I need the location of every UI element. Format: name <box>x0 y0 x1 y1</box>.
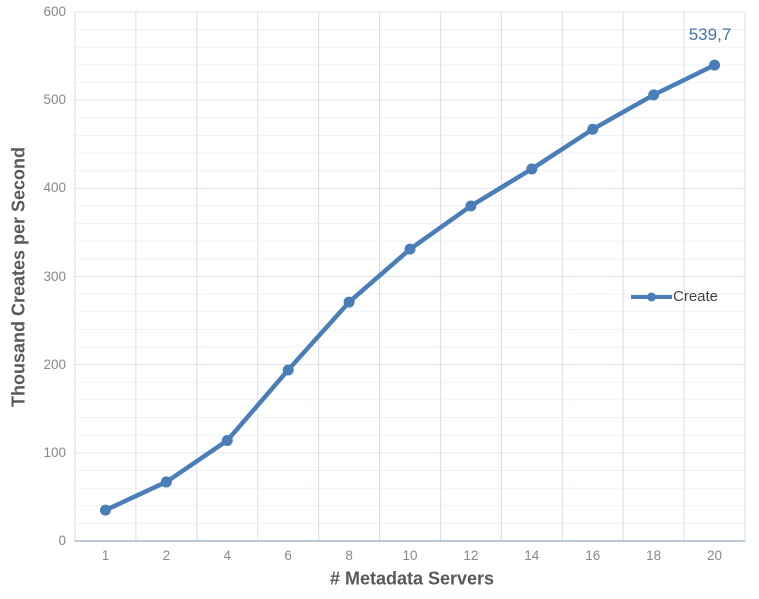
series-marker <box>526 163 538 175</box>
y-tick-label: 0 <box>58 533 66 548</box>
series-marker <box>709 59 721 71</box>
y-tick-label: 500 <box>43 92 66 108</box>
series-marker <box>648 89 660 101</box>
x-axis-title: # Metadata Servers <box>329 568 495 589</box>
series-marker <box>465 200 477 212</box>
legend: Create <box>631 288 718 305</box>
x-tick-label: 6 <box>284 548 292 563</box>
x-tick-label: 12 <box>463 548 479 563</box>
y-tick-label: 300 <box>43 268 66 284</box>
x-tick-label: 10 <box>402 548 418 563</box>
y-tick-label: 600 <box>43 4 66 19</box>
data-label-last-point: 539,7 <box>688 25 732 44</box>
series-marker <box>282 364 294 376</box>
x-tick-label: 1 <box>101 548 110 563</box>
x-tick-label: 20 <box>707 548 723 563</box>
series-marker <box>99 504 111 516</box>
series-marker <box>343 296 355 308</box>
series-marker <box>404 243 416 255</box>
x-tick-label: 4 <box>223 548 232 563</box>
y-tick-label: 100 <box>43 444 66 460</box>
x-tick-label: 8 <box>345 548 353 563</box>
legend-series-label: Create <box>673 288 719 305</box>
x-tick-label: 14 <box>524 548 540 563</box>
y-tick-label: 200 <box>43 356 66 372</box>
x-tick-label: 2 <box>162 548 171 563</box>
series-marker <box>221 434 233 446</box>
x-tick-label: 16 <box>585 548 601 563</box>
legend-line-marker-icon <box>631 292 672 301</box>
y-tick-label: 400 <box>43 180 66 196</box>
y-axis-title: Thousand Creates per Second <box>8 146 29 408</box>
series-marker <box>160 476 172 488</box>
series-marker <box>587 123 599 135</box>
x-tick-label: 18 <box>646 548 662 563</box>
